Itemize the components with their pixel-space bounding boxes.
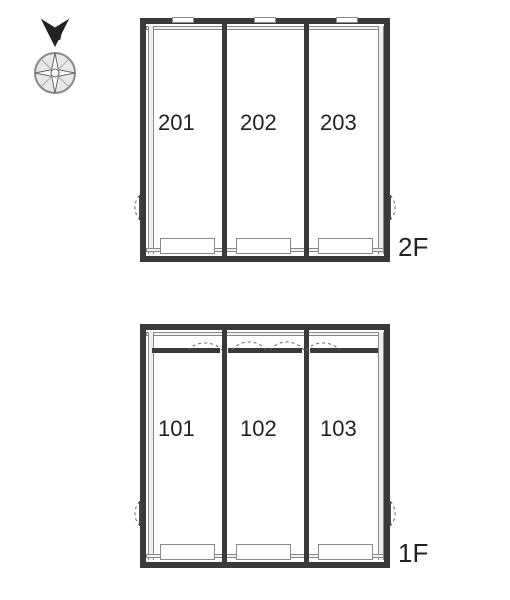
room-label-203: 203 [320,110,357,136]
door-arc-icon [120,190,150,230]
recess [318,544,373,560]
room-label-102: 102 [240,416,277,442]
room-label-201: 201 [158,110,195,136]
recess [160,238,215,254]
door-arc-icon [186,324,230,356]
floor-label-2f: 2F [398,232,428,263]
floor-label-1f: 1F [398,538,428,569]
opening [254,17,276,23]
door-arc-icon [120,496,150,536]
door-arc-icon [382,190,412,230]
door-arc-icon [382,496,412,536]
recess [160,544,215,560]
opening [172,17,194,23]
compass: N [20,18,90,113]
door-arc-icon [304,324,348,356]
door-arc-icon [228,324,308,356]
room-label-103: 103 [320,416,357,442]
opening [336,17,358,23]
room-label-202: 202 [240,110,277,136]
recess [236,544,291,560]
recess [236,238,291,254]
recess [318,238,373,254]
room-label-101: 101 [158,416,195,442]
compass-n-label: N [52,27,63,43]
